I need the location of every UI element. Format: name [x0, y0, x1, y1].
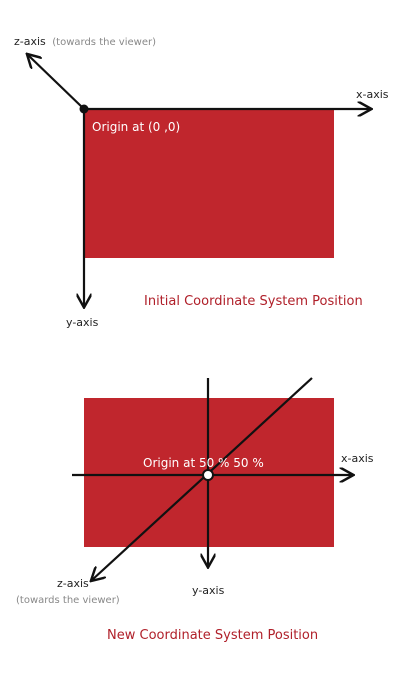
z-axis-arrow-initial [28, 55, 85, 110]
origin-point-initial [79, 104, 89, 114]
origin-point-new [202, 469, 214, 481]
origin-label-new: Origin at 50 % 50 % [143, 456, 264, 470]
z-axis-note-new: (towards the viewer) [16, 595, 120, 606]
z-axis-note-text: (towards the viewer) [52, 37, 156, 48]
y-axis-label-new: y-axis [192, 584, 225, 597]
y-axis-label-initial: y-axis [66, 316, 99, 329]
z-axis-label-new: z-axis [57, 577, 89, 590]
z-axis-arrow-new [92, 377, 313, 580]
element-box-initial [84, 109, 334, 258]
caption-new: New Coordinate System Position [107, 628, 318, 643]
z-axis-label-text: z-axis [14, 35, 46, 48]
origin-label-initial: Origin at (0 ,0) [92, 120, 180, 134]
new-diagram: Origin at 50 % 50 % x-axis y-axis z-axis… [16, 377, 374, 643]
initial-diagram: z-axis (towards the viewer) x-axis y-axi… [14, 35, 389, 329]
x-axis-label-new: x-axis [341, 452, 374, 465]
caption-initial: Initial Coordinate System Position [144, 294, 363, 309]
x-axis-label-initial: x-axis [356, 88, 389, 101]
z-axis-label-initial: z-axis (towards the viewer) [14, 35, 156, 48]
